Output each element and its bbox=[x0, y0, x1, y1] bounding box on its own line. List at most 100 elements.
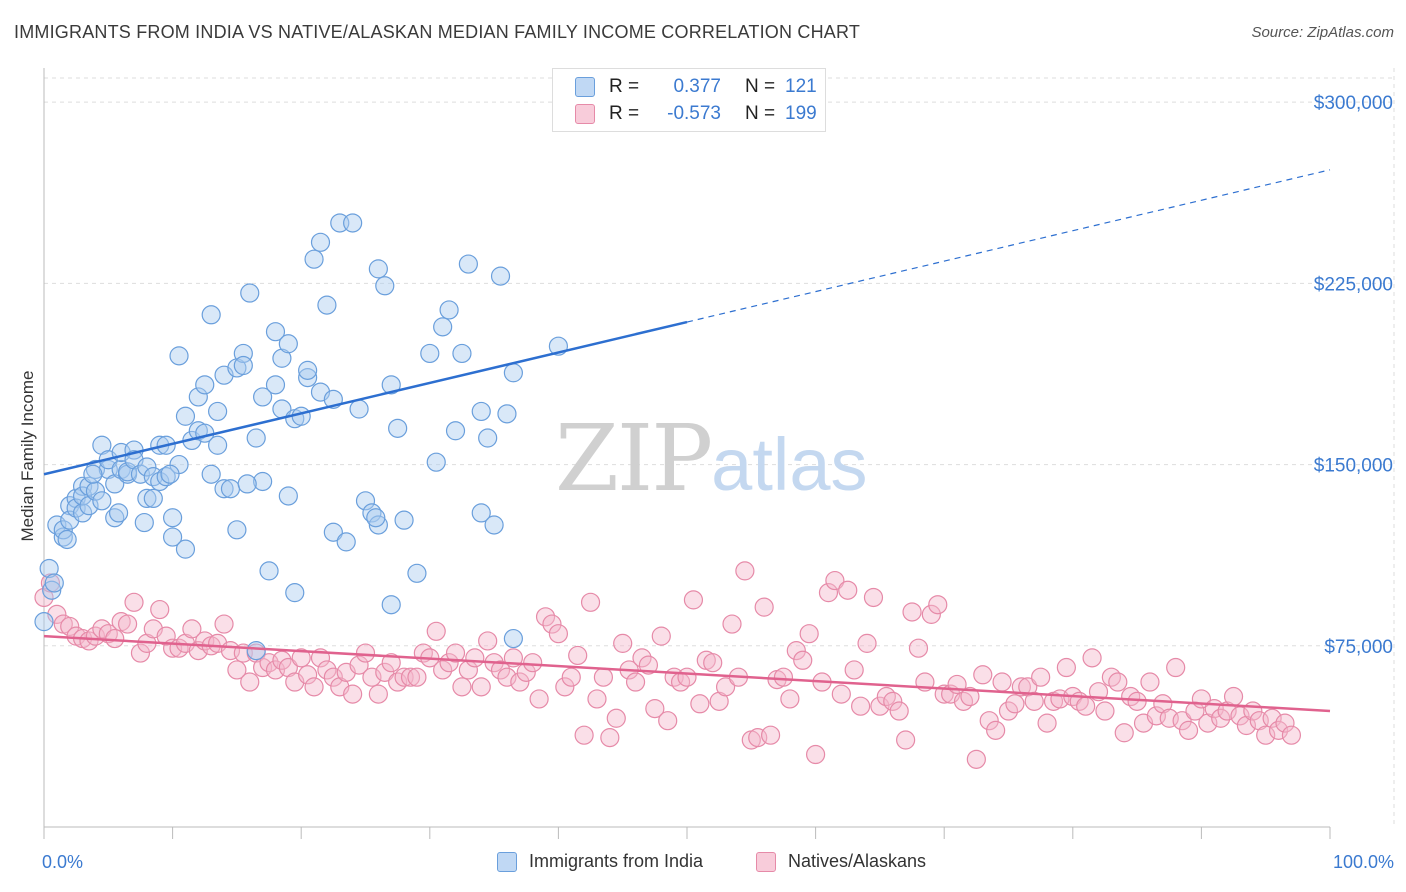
immigrants-india-point bbox=[317, 295, 337, 315]
immigrants-india-point bbox=[195, 375, 215, 395]
immigrants-india-point bbox=[137, 488, 157, 509]
immigrants-india-point bbox=[246, 428, 266, 448]
legend-r-label: R = bbox=[609, 76, 640, 97]
immigrants-india-point bbox=[298, 368, 318, 388]
immigrants-india-point bbox=[323, 522, 343, 542]
source-label: Source: ZipAtlas.com bbox=[1251, 24, 1394, 41]
natives-alaskans-point bbox=[1005, 694, 1025, 714]
immigrants-india-point bbox=[310, 232, 331, 252]
immigrants-india-point bbox=[375, 276, 395, 296]
natives-alaskans-point bbox=[593, 667, 614, 687]
natives-alaskans-point bbox=[400, 667, 421, 687]
natives-alaskans-point bbox=[555, 677, 575, 697]
natives-alaskans-point bbox=[1223, 686, 1244, 707]
natives-alaskans-point bbox=[632, 648, 652, 668]
natives-alaskans-point bbox=[786, 641, 806, 661]
natives-alaskans-point bbox=[1076, 696, 1096, 716]
natives-alaskans-point bbox=[921, 604, 941, 624]
immigrants-india-point bbox=[503, 628, 523, 649]
immigrants-india-point bbox=[381, 595, 401, 615]
natives-alaskans-point bbox=[986, 720, 1006, 740]
natives-alaskans-point bbox=[896, 730, 916, 750]
x-tick-label-min: 0.0% bbox=[42, 852, 84, 872]
natives-alaskans-point bbox=[838, 580, 858, 600]
immigrants-india-points bbox=[34, 213, 569, 661]
natives-alaskans-point bbox=[490, 660, 511, 680]
natives-alaskans-point bbox=[1082, 648, 1102, 668]
india-trend-extension bbox=[686, 169, 1331, 323]
natives-alaskans-point bbox=[677, 667, 697, 687]
immigrants-india-point bbox=[298, 360, 318, 380]
natives-alaskans-point bbox=[600, 728, 620, 748]
stats-legend: R = 0.377 N = 121 R = -0.573 N = 199 bbox=[552, 68, 826, 132]
natives-alaskans-point bbox=[214, 614, 234, 634]
natives-alaskans-point bbox=[426, 621, 446, 641]
natives-alaskans-point bbox=[973, 665, 993, 685]
bottom-legend-label-natives: Natives/Alaskans bbox=[788, 851, 927, 871]
natives-alaskans-point bbox=[1172, 711, 1192, 731]
legend-r-label: R = bbox=[609, 103, 640, 124]
immigrants-india-point bbox=[169, 346, 189, 366]
natives-alaskans-point bbox=[863, 587, 884, 608]
natives-alaskans-point bbox=[1268, 720, 1289, 740]
immigrants-india-point bbox=[175, 406, 196, 426]
immigrants-india-point bbox=[497, 404, 517, 424]
natives-alaskans-point bbox=[825, 570, 845, 591]
immigrants-india-point bbox=[265, 322, 286, 342]
natives-alaskans-point bbox=[1166, 657, 1186, 678]
immigrants-india-point bbox=[445, 421, 466, 441]
immigrants-india-point bbox=[304, 249, 324, 269]
natives-alaskans-point bbox=[465, 648, 485, 668]
immigrants-india-point bbox=[366, 508, 386, 528]
immigrants-india-point bbox=[394, 510, 414, 530]
immigrants-india-point bbox=[201, 305, 221, 325]
natives-alaskans-point bbox=[857, 633, 877, 653]
immigrants-india-point bbox=[201, 464, 221, 484]
natives-alaskans-point bbox=[240, 672, 260, 692]
natives-alaskans-points bbox=[34, 561, 1302, 769]
bottom-legend-india: Immigrants from India bbox=[497, 851, 703, 872]
natives-alaskans-point bbox=[362, 667, 382, 687]
natives-alaskans-point bbox=[343, 684, 363, 704]
natives-alaskans-point bbox=[407, 667, 427, 687]
legend-row-india: R = 0.377 N = 121 bbox=[575, 75, 817, 99]
immigrants-india-point bbox=[134, 512, 154, 533]
natives-alaskans-point bbox=[658, 711, 678, 731]
immigrants-india-point bbox=[381, 375, 401, 395]
natives-alaskans-point bbox=[156, 626, 176, 646]
immigrants-india-point bbox=[368, 259, 388, 279]
natives-alaskans-point bbox=[381, 653, 401, 673]
natives-alaskans-point bbox=[613, 633, 633, 653]
natives-alaskans-point bbox=[780, 689, 800, 709]
immigrants-india-point bbox=[72, 503, 93, 523]
natives-alaskans-point bbox=[1108, 672, 1128, 692]
natives-alaskans-point bbox=[793, 650, 813, 670]
natives-alaskans-point bbox=[105, 628, 125, 649]
immigrants-india-point bbox=[452, 343, 472, 364]
natives-alaskans-point bbox=[375, 662, 395, 682]
immigrants-india-point bbox=[53, 520, 73, 540]
immigrants-india-point bbox=[471, 401, 491, 422]
bottom-legend-natives: Natives/Alaskans bbox=[756, 851, 926, 872]
natives-alaskans-point bbox=[715, 677, 736, 697]
natives-alaskans-point bbox=[1256, 725, 1276, 745]
immigrants-india-point bbox=[439, 300, 459, 320]
y-tick-label: $75,000 bbox=[1324, 637, 1393, 658]
natives-alaskans-point bbox=[323, 667, 343, 687]
y-axis-label: Median Family Income bbox=[18, 370, 37, 542]
natives-alaskans-point bbox=[304, 677, 324, 697]
immigrants-india-point bbox=[458, 254, 478, 274]
natives-alaskans-point bbox=[227, 660, 247, 680]
natives-alaskans-point bbox=[979, 711, 999, 731]
natives-alaskans-point bbox=[317, 660, 337, 680]
immigrants-india-point bbox=[72, 486, 93, 506]
immigrants-india-point bbox=[349, 399, 369, 419]
immigrants-india-point bbox=[336, 532, 356, 552]
natives-alaskans-point bbox=[587, 689, 607, 709]
natives-alaskans-point bbox=[1011, 677, 1031, 697]
natives-alaskans-point bbox=[1262, 708, 1282, 728]
immigrants-india-point bbox=[208, 401, 228, 422]
immigrants-india-point bbox=[253, 471, 273, 492]
natives-alaskans-point bbox=[851, 696, 871, 716]
natives-alaskans-point bbox=[902, 602, 922, 622]
